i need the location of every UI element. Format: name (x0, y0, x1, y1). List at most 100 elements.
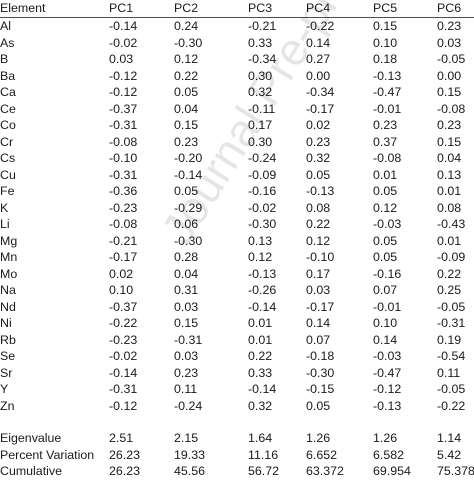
row-label: Fe (0, 184, 15, 198)
table-row: B 0.03 0.12 -0.34 0.27 0.18 -0.05 (0, 51, 474, 68)
table-summary: Eigenvalue 2.51 2.15 1.64 1.26 1.26 1.14 Percen… (0, 430, 474, 480)
table-cell: 0.00 (437, 68, 462, 83)
table-cell: -0.23 (109, 332, 138, 347)
row-label: Li (0, 217, 10, 231)
table-cell: -0.03 (373, 217, 402, 231)
table-cell: 0.14 (306, 35, 331, 50)
table-cell: -0.20 (174, 151, 203, 165)
row-label: Na (0, 283, 16, 297)
table-cell: 6.582 (373, 447, 405, 462)
table-cell: 0.22 (174, 68, 199, 83)
column-header-pc1: PC1 (109, 1, 134, 15)
table-cell: 0.13 (248, 233, 273, 248)
table-cell: 0.05 (174, 85, 199, 99)
table-cell: 5.42 (437, 447, 462, 462)
table-cell: 0.08 (437, 200, 462, 215)
row-label: Ce (0, 101, 16, 116)
table-cell: 0.18 (373, 52, 398, 66)
table-cell: -0.17 (109, 250, 138, 264)
table-cell: -0.31 (109, 167, 138, 182)
table-header-row: Element PC1 PC2 PC3 PC4 PC5 PC6 (0, 0, 474, 18)
table-cell: 0.01 (437, 233, 462, 248)
row-label: K (0, 200, 9, 215)
table-cell: -0.34 (306, 85, 335, 99)
table-cell: 63.372 (306, 464, 344, 478)
table-cell: -0.09 (437, 250, 466, 264)
table-cell: -0.02 (248, 200, 277, 215)
table-row: Fe -0.36 0.05 -0.16 -0.13 0.05 0.01 (0, 183, 474, 200)
table-row: Cs -0.10 -0.20 -0.24 0.32 -0.08 0.04 (0, 150, 474, 167)
table-row: Li -0.08 0.06 -0.30 0.22 -0.03 -0.43 (0, 216, 474, 233)
table-cell: -0.08 (437, 101, 466, 116)
row-label: Cu (0, 167, 16, 182)
table-cell: 0.28 (174, 250, 199, 264)
table-cell: 0.23 (437, 19, 462, 33)
table-cell: -0.31 (109, 382, 138, 396)
table-cell: 26.23 (109, 464, 141, 478)
table-cell: 0.23 (174, 134, 199, 149)
table-cell: 69.954 (373, 464, 411, 478)
table-cell: -0.12 (109, 398, 138, 413)
table-cell: 0.30 (248, 68, 273, 83)
row-label: Percent Variation (0, 447, 95, 462)
table-cell: 0.07 (306, 332, 331, 347)
table-cell: 0.05 (373, 184, 398, 198)
column-header-pc5: PC5 (373, 1, 398, 15)
table-cell: -0.12 (109, 68, 138, 83)
table-cell: -0.17 (306, 299, 335, 314)
row-label: Y (0, 382, 9, 396)
table-cell: 45.56 (174, 464, 206, 478)
table-row: Nd -0.37 0.03 -0.14 -0.17 -0.01 -0.05 (0, 299, 474, 316)
table-cell: 0.01 (437, 184, 462, 198)
column-header-pc4: PC4 (306, 1, 331, 15)
table-row: Rb -0.23 -0.31 0.01 0.07 0.14 0.19 (0, 332, 474, 349)
table-cell: 11.16 (248, 447, 279, 462)
table-cell: -0.12 (109, 85, 138, 99)
table-cell: -0.02 (109, 35, 138, 50)
table-cell: 0.17 (248, 118, 273, 132)
table-row: Al -0.14 0.24 -0.21 -0.22 0.15 0.23 (0, 18, 474, 35)
column-header-pc2: PC2 (174, 1, 199, 15)
row-label: Sr (0, 365, 13, 380)
table-cell: 0.10 (373, 316, 398, 330)
row-label: Mo (0, 266, 18, 281)
table-cell: 0.23 (306, 134, 331, 149)
table-cell: -0.21 (109, 233, 138, 248)
table-cell: 2.51 (109, 431, 134, 445)
table-cell: 56.72 (248, 464, 280, 478)
table-cell: 0.11 (174, 382, 198, 396)
table-cell: -0.30 (174, 233, 203, 248)
row-label: Mn (0, 250, 18, 264)
table-cell: -0.08 (109, 134, 138, 149)
table-cell: 0.32 (306, 151, 331, 165)
table-cell: 0.05 (373, 233, 398, 248)
table-cell: 0.15 (373, 19, 398, 33)
table-cell: 0.32 (248, 85, 273, 99)
summary-row: Eigenvalue 2.51 2.15 1.64 1.26 1.26 1.14 (0, 430, 474, 447)
table-cell: 0.32 (248, 398, 273, 413)
table-cell: 0.25 (437, 283, 462, 297)
table-cell: -0.14 (109, 365, 138, 380)
table-cell: -0.12 (373, 382, 402, 396)
row-label: Eigenvalue (0, 431, 62, 445)
row-label: Cs (0, 151, 16, 165)
table-row: As -0.02 -0.30 0.33 0.14 0.10 0.03 (0, 35, 474, 52)
table-cell: 0.37 (373, 134, 398, 149)
table-cell: 0.12 (373, 200, 398, 215)
table-cell: 0.31 (174, 283, 199, 297)
row-label: Co (0, 118, 16, 132)
table-cell: -0.37 (109, 299, 138, 314)
table-cell: -0.05 (437, 382, 466, 396)
table-cell: -0.54 (437, 349, 466, 363)
table-cell: -0.22 (109, 316, 138, 330)
table-cell: -0.13 (373, 68, 402, 83)
table-cell: -0.31 (437, 316, 466, 330)
table-cell: -0.47 (373, 365, 402, 380)
table-cell: 0.15 (174, 118, 199, 132)
table-cell: -0.21 (248, 19, 277, 33)
section-spacer (0, 414, 474, 430)
table-cell: -0.14 (174, 167, 203, 182)
table-cell: 0.23 (373, 118, 398, 132)
table-cell: -0.14 (248, 382, 277, 396)
